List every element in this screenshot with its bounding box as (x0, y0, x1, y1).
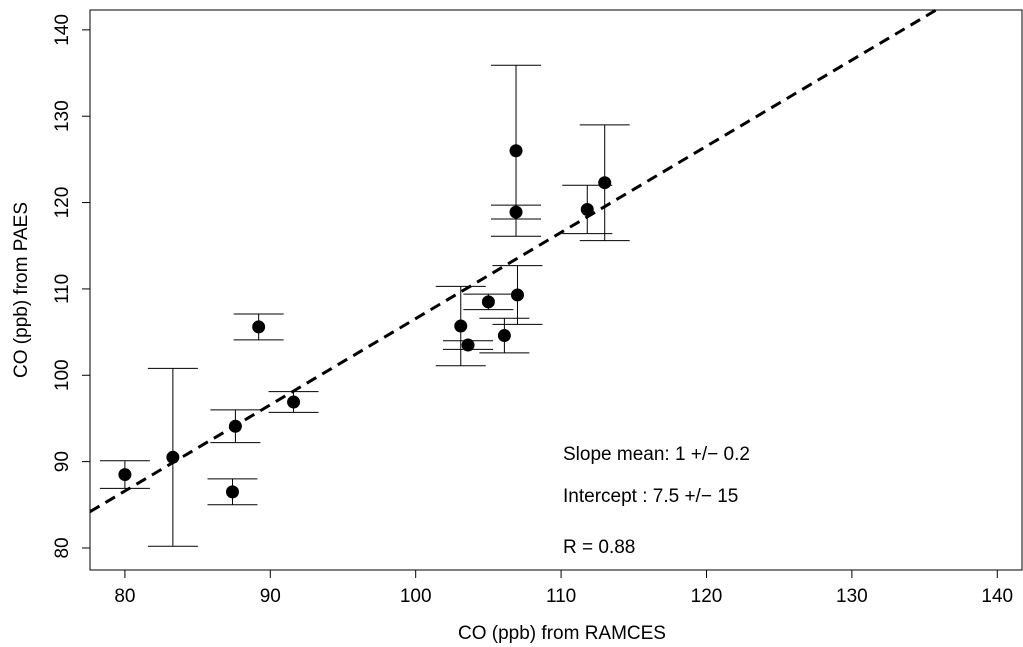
x-tick-label: 130 (836, 586, 868, 607)
point (287, 395, 301, 409)
point (580, 202, 594, 216)
y-tick-label: 120 (52, 187, 73, 219)
annotation: Intercept : 7.5 +/− 15 (563, 486, 738, 507)
x-axis-label: CO (ppb) from RAMCES (458, 623, 666, 644)
x-tick-label: 140 (981, 586, 1013, 607)
point (228, 419, 242, 433)
y-tick-label: 100 (52, 359, 73, 391)
y-tick-label: 90 (52, 451, 73, 472)
x-tick-label: 80 (114, 586, 135, 607)
point (461, 338, 475, 352)
point (510, 288, 524, 302)
annotation: Slope mean: 1 +/− 0.2 (563, 444, 750, 465)
point (118, 468, 132, 482)
fit-line (89, 8, 937, 514)
y-tick-label: 130 (52, 100, 73, 132)
x-tick-label: 100 (400, 586, 432, 607)
point (497, 329, 511, 343)
point (454, 319, 468, 333)
annotation: R = 0.88 (563, 537, 635, 558)
point (481, 295, 495, 309)
point (509, 144, 523, 158)
y-tick-label: 110 (52, 274, 73, 304)
point (252, 320, 266, 334)
x-tick-label: 110 (546, 586, 576, 607)
x-tick-label: 90 (260, 586, 281, 607)
point (225, 485, 239, 499)
y-axis-label: CO (ppb) from PAES (11, 202, 32, 378)
point (166, 450, 180, 464)
y-tick-label: 80 (52, 537, 73, 558)
x-tick-label: 120 (691, 586, 723, 607)
y-tick-label: 140 (52, 14, 73, 46)
point (598, 176, 612, 190)
point (509, 205, 523, 219)
plot-frame (89, 9, 1023, 571)
